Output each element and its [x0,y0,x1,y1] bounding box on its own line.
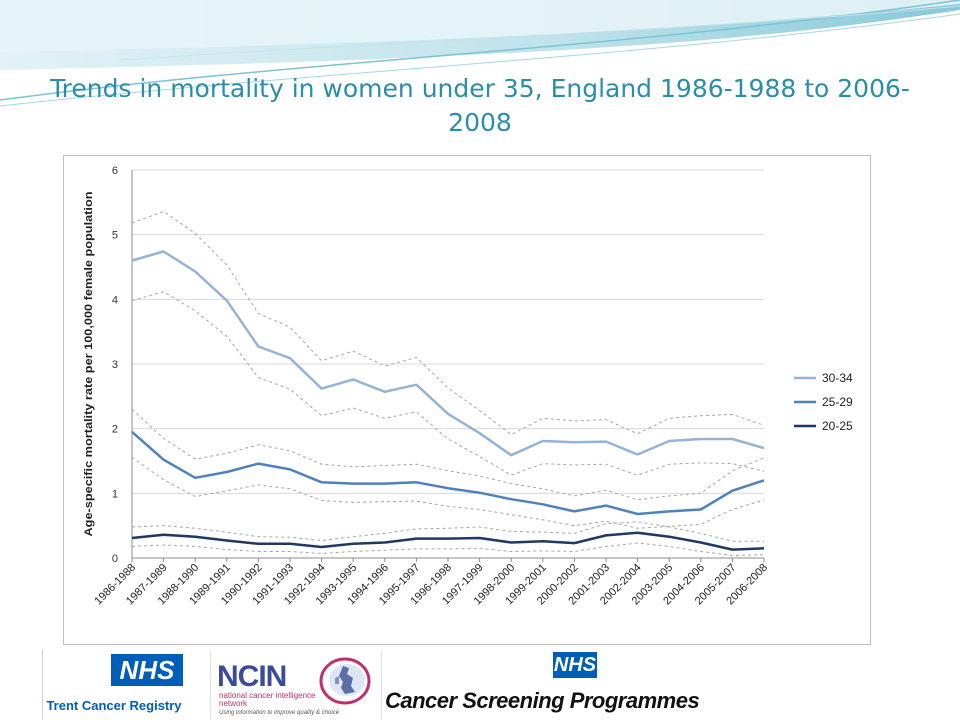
ncin-tagline: Using information to improve quality & c… [219,710,340,716]
legend-label: 20-25 [822,419,853,433]
cancer-screening-programmes-text: Cancer Screening Programmes [385,688,700,713]
series-upper-bound-25-29 [131,408,765,501]
y-tick-label: 2 [112,424,118,436]
y-tick-label: 6 [112,165,118,177]
legend-label: 25-29 [822,395,853,409]
nhs-badge-screening: NHS [553,652,597,678]
ncin-wordmark: NCIN [217,660,287,693]
ncin-logo: NCIN national cancer intelligence networ… [210,650,382,720]
globe-icon [319,657,371,705]
nhs-badge: NHS [111,654,183,686]
trent-cancer-registry-text: Trent Cancer Registry [46,698,182,713]
y-tick-label: 4 [112,294,118,306]
footer-logos: NHS Trent Cancer Registry NCIN national … [0,650,960,720]
series-lower-bound-20-25 [131,542,765,556]
series-line-20-25 [131,531,765,551]
ncin-subtitle: national cancer intelligence network [219,691,316,708]
y-axis-label: Age-specific mortality rate per 100,000 … [83,191,95,536]
y-tick-label: 0 [112,553,118,565]
mortality-line-chart: 01234561986-19881987-19891988-19901989-1… [83,165,853,607]
slide-title: Trends in mortality in women under 35, E… [50,74,910,137]
trent-cancer-registry-logo: NHS Trent Cancer Registry [42,650,185,720]
series-lower-bound-25-29 [131,456,765,529]
y-tick-label: 3 [112,359,118,371]
y-tick-label: 5 [112,230,118,242]
series-upper-bound-30-34 [131,210,765,436]
series-upper-bound-20-25 [131,521,764,542]
series-line-30-34 [131,250,765,457]
series-line-25-29 [131,430,765,516]
mortality-chart: 0 1 2 3 4 5 6 1986-1988 1987-1989 1988-1990 1989-1… [63,155,871,645]
header-swoosh-decoration [0,0,960,107]
y-tick-label: 1 [112,488,118,500]
series-lower-bound-30-34 [131,291,765,476]
legend-label: 30-34 [822,371,853,385]
